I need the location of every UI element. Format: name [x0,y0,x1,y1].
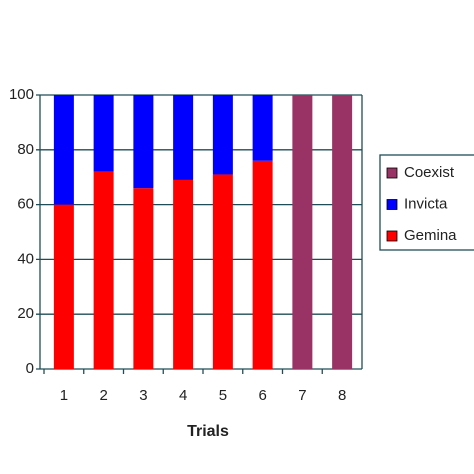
y-tick-label: 0 [26,360,34,377]
bar-segment [212,95,233,175]
bar-segment [252,160,273,369]
x-tick-label: 1 [60,387,68,404]
legend-label: Invicta [404,195,448,212]
x-tick-label: 8 [338,387,346,404]
bar-segment [173,95,194,180]
x-tick-label: 7 [298,387,306,404]
legend-label: Gemina [404,227,457,244]
bar-segment [53,95,74,205]
bar-segment [53,204,74,369]
x-tick-label: 4 [179,387,187,404]
y-tick-label: 100 [9,86,34,103]
bar-segment [93,95,114,172]
x-axis-label: Trials [187,423,229,440]
y-tick-label: 20 [17,305,34,322]
legend-swatch [386,199,398,210]
legend-swatch [386,230,398,242]
x-tick-label: 5 [219,387,227,404]
y-tick-label: 60 [17,196,34,213]
legend-swatch [386,167,398,179]
y-tick-label: 80 [17,141,34,158]
bar-segment [173,179,194,369]
x-tick-label: 3 [139,387,147,404]
bar-segment [292,95,313,369]
x-tick-label: 2 [99,387,107,404]
bar-segment [133,188,154,369]
bar-segment [93,171,114,369]
bar-segment [212,174,233,369]
y-tick-label: 40 [17,250,34,267]
x-tick-label: 6 [258,387,266,404]
legend-label: Coexist [404,164,455,181]
bar-segment [252,95,273,161]
bar-segment [332,95,353,369]
bar-segment [133,95,154,189]
